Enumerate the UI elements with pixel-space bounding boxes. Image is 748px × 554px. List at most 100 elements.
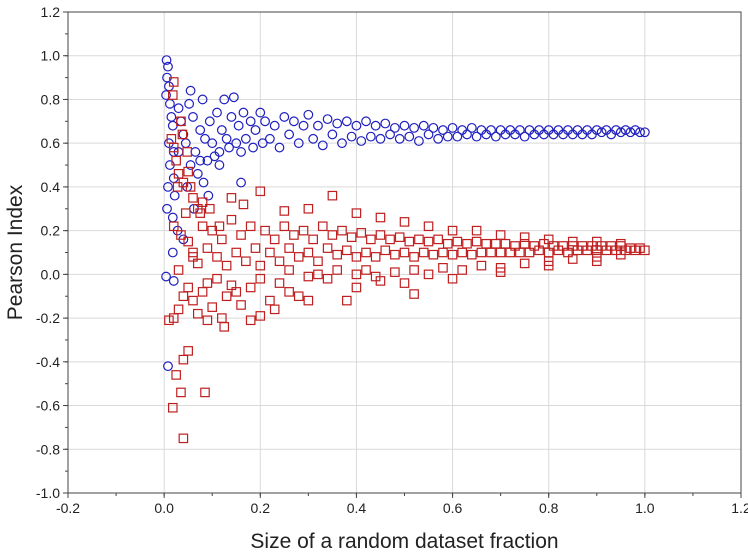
circle-point bbox=[351, 120, 362, 131]
circle-point bbox=[423, 129, 434, 140]
square-point bbox=[195, 208, 205, 218]
circle-point bbox=[337, 138, 347, 149]
square-point bbox=[409, 289, 419, 299]
circle-point bbox=[161, 55, 172, 65]
circle-point bbox=[163, 361, 173, 372]
circle-point bbox=[250, 125, 261, 135]
square-point bbox=[284, 287, 294, 297]
square-point bbox=[303, 295, 314, 306]
circle-point bbox=[260, 116, 270, 127]
square-point bbox=[510, 241, 520, 251]
square-point bbox=[313, 256, 323, 267]
square-point bbox=[327, 230, 338, 240]
square-point bbox=[265, 295, 275, 306]
circle-point bbox=[214, 160, 225, 170]
circle-point bbox=[279, 112, 290, 122]
square-point bbox=[457, 265, 467, 275]
square-point bbox=[327, 190, 338, 201]
square-point bbox=[188, 252, 198, 262]
square-point bbox=[167, 90, 178, 100]
circle-point bbox=[212, 107, 222, 118]
square-point bbox=[471, 225, 482, 236]
square-point bbox=[183, 166, 193, 177]
square-point bbox=[361, 247, 371, 258]
square-point bbox=[356, 228, 367, 238]
square-point bbox=[255, 311, 266, 321]
square-point bbox=[238, 199, 249, 210]
circle-point bbox=[361, 116, 371, 127]
square-point bbox=[164, 315, 174, 326]
circle-point bbox=[293, 138, 304, 149]
square-point bbox=[342, 295, 352, 306]
circle-point bbox=[216, 125, 227, 135]
circle-point bbox=[289, 116, 299, 127]
x-tick-label: 0.8 bbox=[539, 500, 559, 516]
square-point bbox=[255, 186, 266, 197]
square-point bbox=[180, 208, 191, 218]
square-point bbox=[289, 230, 299, 240]
square-point bbox=[293, 252, 304, 262]
square-point bbox=[178, 433, 189, 444]
square-point bbox=[543, 260, 554, 271]
square-point bbox=[212, 252, 222, 262]
square-point bbox=[207, 302, 218, 312]
y-axis-title: Pearson Index bbox=[4, 184, 27, 320]
circle-point bbox=[162, 203, 172, 214]
square-point bbox=[385, 234, 395, 245]
circle-point bbox=[236, 177, 246, 188]
circle-point bbox=[257, 138, 268, 149]
circle-point bbox=[414, 136, 424, 146]
square-point bbox=[200, 387, 210, 398]
square-point bbox=[168, 221, 179, 232]
square-point bbox=[183, 282, 193, 293]
circle-point bbox=[639, 127, 650, 138]
circle-point bbox=[471, 131, 482, 142]
square-point bbox=[176, 230, 186, 240]
square-point bbox=[245, 282, 256, 293]
square-point bbox=[226, 280, 237, 291]
square-point bbox=[558, 241, 568, 251]
circle-point bbox=[428, 122, 439, 133]
circle-point bbox=[620, 125, 631, 135]
square-point bbox=[308, 234, 318, 245]
circle-point bbox=[185, 160, 196, 170]
square-point bbox=[202, 243, 213, 253]
square-point bbox=[303, 247, 314, 258]
square-point bbox=[231, 247, 242, 258]
square-point bbox=[303, 271, 314, 282]
square-point bbox=[438, 247, 448, 258]
square-point bbox=[409, 265, 419, 275]
circle-point bbox=[245, 116, 256, 127]
circle-point bbox=[452, 131, 463, 142]
square-point bbox=[625, 243, 636, 253]
square-point bbox=[346, 232, 357, 242]
square-point bbox=[351, 282, 362, 293]
circle-point bbox=[313, 120, 323, 131]
circle-point bbox=[418, 120, 429, 131]
square-point bbox=[471, 236, 482, 247]
square-point bbox=[176, 116, 186, 127]
series-squares bbox=[164, 77, 650, 444]
square-point bbox=[332, 249, 342, 260]
square-point bbox=[375, 212, 386, 223]
square-point bbox=[202, 315, 213, 326]
square-point bbox=[202, 278, 213, 288]
circle-point bbox=[394, 133, 405, 144]
circle-point bbox=[219, 94, 230, 105]
square-point bbox=[390, 249, 400, 260]
circle-point bbox=[370, 120, 381, 131]
circle-point bbox=[514, 125, 525, 135]
circle-point bbox=[228, 92, 239, 103]
circle-point bbox=[173, 103, 184, 114]
y-tick-label: 1.0 bbox=[41, 48, 61, 64]
square-point bbox=[366, 234, 376, 245]
square-point bbox=[442, 238, 453, 249]
y-tick-label: 0.6 bbox=[41, 135, 61, 151]
circle-point bbox=[248, 142, 258, 153]
circle-point bbox=[185, 85, 196, 96]
square-point bbox=[375, 230, 386, 240]
square-point bbox=[212, 273, 222, 284]
x-tick-label: 1.0 bbox=[635, 500, 655, 516]
x-tick-label: 0.2 bbox=[251, 500, 271, 516]
